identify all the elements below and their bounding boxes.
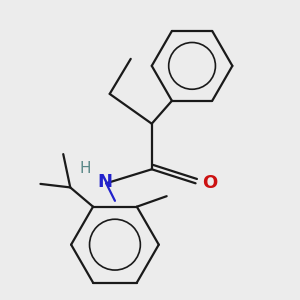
- Text: N: N: [97, 172, 112, 190]
- Text: H: H: [80, 161, 91, 176]
- Text: O: O: [202, 174, 217, 192]
